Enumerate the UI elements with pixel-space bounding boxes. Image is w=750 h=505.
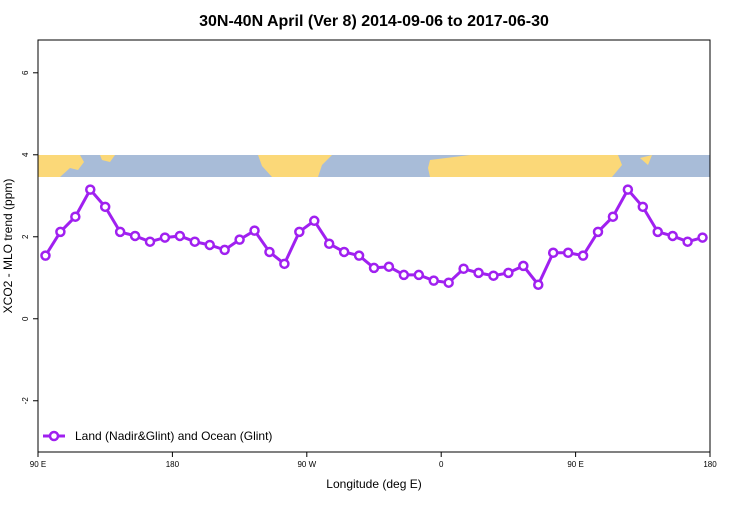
x-tick-label: 90 E [567,460,583,469]
land [258,155,332,177]
point [577,250,589,261]
y-tick-label: 4 [21,152,30,157]
point [189,236,201,247]
point [70,211,81,222]
point [55,226,66,238]
x-tick-label: 180 [703,460,717,469]
point [697,232,708,243]
point [114,226,126,238]
y-tick-label: -2 [21,397,30,405]
point [473,267,484,279]
y-tick-label: 6 [21,70,30,75]
y-axis-label: XCO2 - MLO trend (ppm) [1,179,15,314]
point [413,269,425,281]
point [562,247,574,259]
y-tick-label: 0 [21,316,30,321]
point [518,260,529,272]
point [323,238,335,249]
point [547,247,559,259]
point [309,215,320,227]
legend-marker [48,430,60,442]
point [85,184,96,195]
point [368,262,380,274]
point [383,261,395,272]
point [219,244,230,256]
point [204,239,215,251]
point [234,234,245,245]
point [458,263,469,275]
point [667,230,678,242]
point [99,201,111,213]
chart-title: 30N-40N April (Ver 8) 2014-09-06 to 2017… [199,13,549,30]
point [592,226,604,238]
x-tick-label: 90 W [297,460,316,469]
point [652,226,663,238]
legend-label: Land (Nadir&Glint) and Ocean (Glint) [75,429,272,443]
y-tick-label: 2 [21,234,30,239]
point [637,201,649,213]
point [174,230,186,242]
point [159,232,171,243]
point [338,246,350,258]
x-tick-label: 180 [166,460,180,469]
point [249,225,260,236]
x-tick-label: 0 [439,460,444,469]
map-strip [38,155,710,177]
point [622,184,634,195]
point [503,267,514,279]
land [428,155,622,177]
point [264,246,275,258]
x-tick-label: 90 E [30,460,46,469]
x-axis-label: Longitude (deg E) [326,477,421,491]
point [682,236,693,247]
land [38,155,84,177]
point [443,277,454,288]
point [533,279,544,290]
point [488,270,499,281]
point [129,230,141,242]
point [144,236,156,247]
plot-frame [37,39,711,453]
point [40,250,51,261]
point [398,269,410,281]
point [353,250,365,261]
point [428,275,439,286]
point [294,226,305,238]
point [279,258,290,270]
point [607,211,619,222]
